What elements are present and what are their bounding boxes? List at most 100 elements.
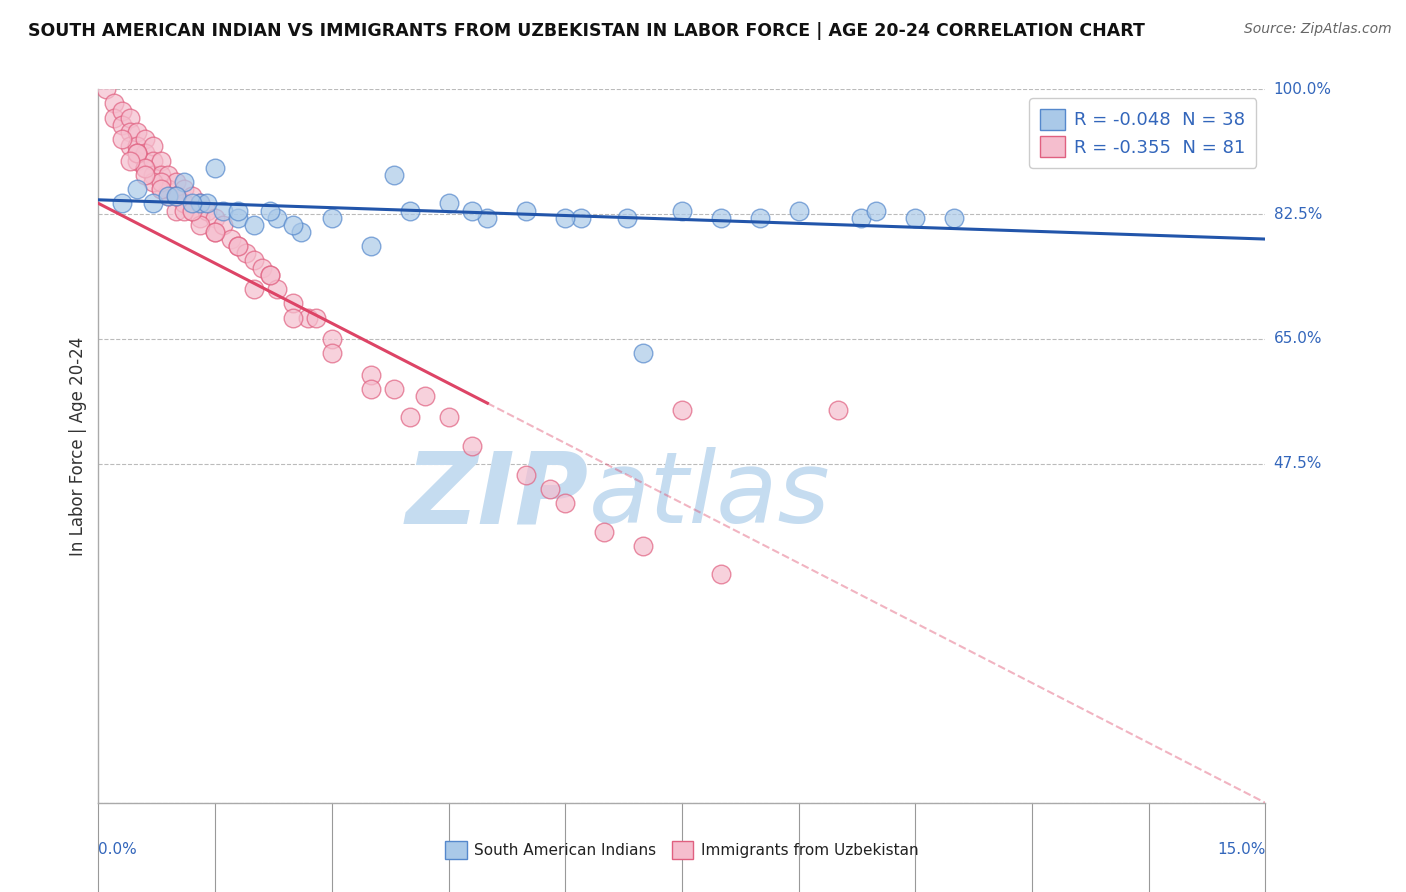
Point <box>228 239 250 253</box>
Point <box>180 203 202 218</box>
Point <box>382 382 405 396</box>
Text: 65.0%: 65.0% <box>1274 332 1322 346</box>
Point <box>219 232 242 246</box>
Point <box>250 260 273 275</box>
Point <box>165 203 187 218</box>
Point <box>437 196 460 211</box>
Point <box>118 111 141 125</box>
Point <box>321 332 343 346</box>
Point <box>142 139 165 153</box>
Point <box>134 132 156 146</box>
Point <box>157 168 180 182</box>
Point <box>165 189 187 203</box>
Point <box>259 268 281 282</box>
Point <box>554 496 576 510</box>
Point <box>103 111 125 125</box>
Point <box>134 146 156 161</box>
Point <box>413 389 436 403</box>
Point <box>538 482 561 496</box>
Point <box>188 196 211 211</box>
Point <box>149 182 172 196</box>
Point <box>204 225 226 239</box>
Point <box>710 211 733 225</box>
Point <box>360 382 382 396</box>
Point <box>127 146 149 161</box>
Point <box>157 189 180 203</box>
Point <box>127 139 149 153</box>
Point <box>710 567 733 582</box>
Point <box>398 410 420 425</box>
Point <box>616 211 638 225</box>
Point <box>593 524 616 539</box>
Point <box>243 253 266 268</box>
Point <box>127 146 149 161</box>
Point <box>142 196 165 211</box>
Point <box>243 282 266 296</box>
Point <box>188 211 211 225</box>
Point <box>212 203 235 218</box>
Point <box>180 203 202 218</box>
Text: Source: ZipAtlas.com: Source: ZipAtlas.com <box>1244 22 1392 37</box>
Text: 15.0%: 15.0% <box>1218 842 1265 856</box>
Text: SOUTH AMERICAN INDIAN VS IMMIGRANTS FROM UZBEKISTAN IN LABOR FORCE | AGE 20-24 C: SOUTH AMERICAN INDIAN VS IMMIGRANTS FROM… <box>28 22 1144 40</box>
Point <box>173 196 195 211</box>
Text: atlas: atlas <box>589 448 830 544</box>
Point <box>671 203 693 218</box>
Point <box>631 346 654 360</box>
Point <box>827 403 849 417</box>
Point <box>103 96 125 111</box>
Point <box>360 239 382 253</box>
Point <box>204 161 226 175</box>
Point <box>173 203 195 218</box>
Point <box>180 196 202 211</box>
Point <box>111 103 134 118</box>
Point <box>398 203 420 218</box>
Point <box>569 211 592 225</box>
Point <box>259 268 281 282</box>
Legend: South American Indians, Immigrants from Uzbekistan: South American Indians, Immigrants from … <box>437 834 927 866</box>
Point <box>127 125 149 139</box>
Point <box>142 168 165 182</box>
Point <box>461 203 484 218</box>
Point <box>243 218 266 232</box>
Text: 0.0%: 0.0% <box>98 842 138 856</box>
Point <box>281 310 304 325</box>
Point <box>157 182 180 196</box>
Point <box>157 189 180 203</box>
Point <box>297 310 319 325</box>
Point <box>849 211 872 225</box>
Point <box>281 296 304 310</box>
Text: 82.5%: 82.5% <box>1274 207 1322 221</box>
Text: 100.0%: 100.0% <box>1274 82 1331 96</box>
Point <box>228 211 250 225</box>
Point <box>127 182 149 196</box>
Point <box>266 211 288 225</box>
Point <box>195 196 218 211</box>
Point <box>149 175 172 189</box>
Point <box>360 368 382 382</box>
Point <box>631 539 654 553</box>
Point <box>204 211 226 225</box>
Point <box>461 439 484 453</box>
Point <box>111 196 134 211</box>
Point <box>748 211 770 225</box>
Point <box>477 211 499 225</box>
Point <box>554 211 576 225</box>
Point <box>165 189 187 203</box>
Point <box>382 168 405 182</box>
Point <box>134 161 156 175</box>
Point <box>943 211 966 225</box>
Point <box>281 218 304 232</box>
Point <box>173 182 195 196</box>
Point <box>118 153 141 168</box>
Point <box>437 410 460 425</box>
Point <box>259 203 281 218</box>
Point <box>671 403 693 417</box>
Point <box>111 118 134 132</box>
Point <box>134 161 156 175</box>
Point <box>266 282 288 296</box>
Point <box>118 139 141 153</box>
Point <box>865 203 887 218</box>
Point <box>96 82 118 96</box>
Point <box>149 153 172 168</box>
